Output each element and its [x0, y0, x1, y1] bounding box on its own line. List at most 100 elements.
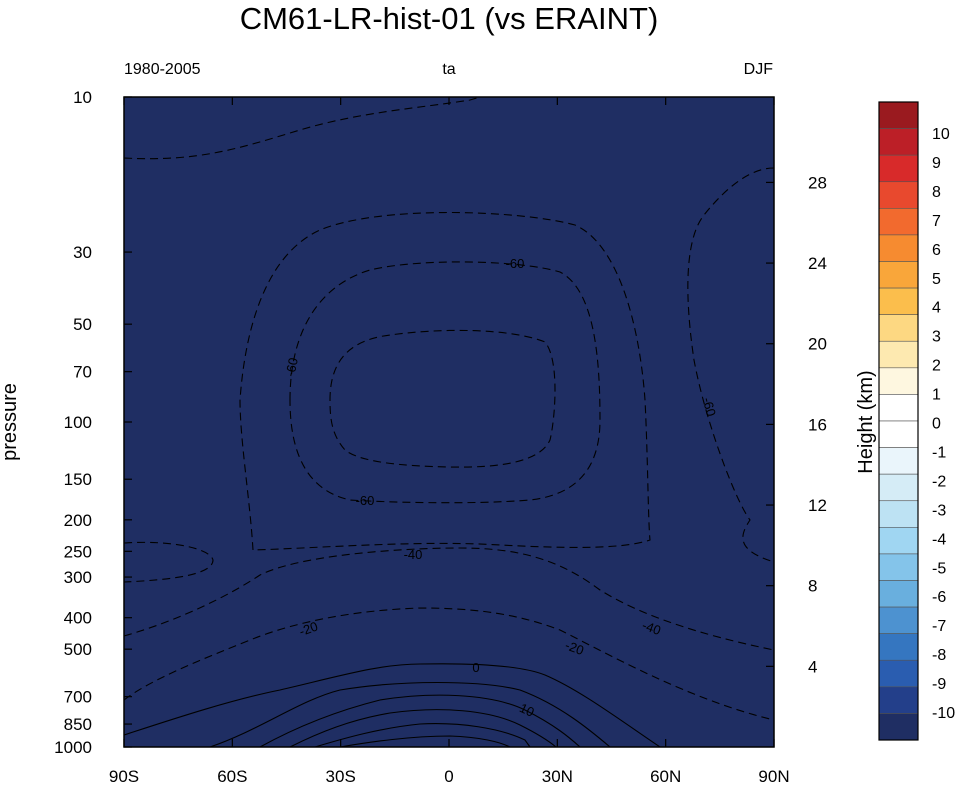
y-tick-label: 10 — [73, 88, 92, 107]
y-tick-label: 150 — [64, 470, 92, 489]
colorbar-swatch — [878, 420, 919, 448]
y-right-tick-label: 4 — [808, 657, 817, 676]
contour-label: 10 — [517, 700, 536, 720]
y-tick-label: 500 — [64, 640, 92, 659]
colorbar-swatch — [878, 101, 919, 129]
x-axis: 90S 60S 30S 0 30N 60N 90N — [109, 97, 790, 786]
contour-line-50 — [339, 735, 511, 748]
colorbar-label: 3 — [932, 329, 941, 346]
contour-label: -60 — [356, 493, 375, 508]
colorbar-swatch — [878, 287, 919, 315]
colorbar-swatch — [878, 659, 919, 688]
contour-line-minus40-south — [123, 541, 214, 583]
y-right-tick-label: 16 — [808, 415, 827, 434]
contour-line-minus60-inner — [329, 329, 556, 468]
y-tick-label: 1000 — [54, 738, 92, 757]
colorbar-label: 9 — [932, 155, 941, 172]
colorbar-swatch — [878, 527, 919, 555]
x-tick-label: 30N — [542, 767, 573, 786]
colorbar-label: 8 — [932, 184, 941, 201]
x-tick-label: 90S — [109, 767, 139, 786]
y-tick-label: 850 — [64, 715, 92, 734]
contour-line-20 — [259, 694, 581, 748]
contour-line-minus60-outer — [239, 212, 651, 551]
colorbar-swatch — [878, 553, 919, 581]
colorbar-label: 4 — [932, 300, 941, 317]
contour-label: 0 — [472, 660, 479, 675]
colorbar-swatch — [878, 367, 919, 395]
subtitle-left: 1980-2005 — [124, 61, 201, 78]
colorbar-label: -3 — [932, 502, 946, 519]
y-tick-label: 70 — [73, 363, 92, 382]
colorbar-swatch — [878, 606, 919, 634]
y-tick-label: 100 — [64, 413, 92, 432]
colorbar-label: -1 — [932, 444, 946, 461]
y-tick-label: 250 — [64, 542, 92, 561]
x-tick-label: 60N — [650, 767, 681, 786]
x-tick-label: 60S — [217, 767, 247, 786]
y-axis-right-title: Height (km) — [855, 370, 877, 473]
colorbar-frame — [878, 101, 919, 741]
colorbar-swatch — [878, 340, 919, 369]
y-right-tick-label: 28 — [808, 173, 827, 192]
contour-label: -60 — [282, 356, 301, 378]
colorbar-swatch — [878, 208, 919, 236]
colorbar-label: 2 — [932, 358, 941, 375]
subtitle-center: ta — [442, 61, 455, 78]
y-right-tick-label: 24 — [808, 254, 827, 273]
colorbar-label: -5 — [932, 560, 946, 577]
colorbar-label: 1 — [932, 387, 941, 404]
x-tick-label: 30S — [326, 767, 356, 786]
y-right-tick-label: 8 — [808, 577, 817, 596]
colorbar-swatch — [878, 234, 919, 262]
y-tick-label: 50 — [73, 315, 92, 334]
colorbar-swatch — [878, 500, 919, 528]
contour-line-minus20 — [123, 607, 775, 721]
chart-title: CM61-LR-hist-01 (vs ERAINT) — [240, 1, 659, 36]
contour-label: -40 — [404, 547, 423, 562]
contour-line-30 — [289, 709, 557, 748]
y-tick-label: 200 — [64, 511, 92, 530]
contour-label: -40 — [640, 618, 663, 639]
contour-line-minus60-right — [687, 167, 775, 563]
colorbar-swatch — [878, 447, 919, 475]
y-tick-label: 30 — [73, 243, 92, 262]
y-axis-title: pressure — [0, 383, 21, 461]
colorbar-swatch — [878, 261, 919, 289]
colorbar-label: 7 — [932, 213, 941, 230]
colorbar-swatch — [878, 633, 919, 661]
contour-label: -20 — [297, 619, 320, 640]
y-right-tick-label: 12 — [808, 496, 827, 515]
contour-line-10 — [209, 681, 611, 748]
y-axis-right: 4 8 12 16 20 24 28 — [766, 173, 827, 676]
contour-label: -60 — [700, 396, 719, 418]
plot-area — [124, 97, 774, 747]
x-tick-label: 90N — [758, 767, 789, 786]
x-tick-label: 0 — [444, 767, 453, 786]
colorbar-swatch — [878, 154, 919, 183]
colorbar-swatch — [878, 473, 919, 502]
colorbar-swatch — [878, 181, 919, 209]
contour-label: -60 — [506, 256, 525, 271]
contour-lines — [123, 96, 775, 748]
colorbar-swatch — [878, 394, 919, 422]
contour-line-minus40 — [123, 547, 775, 651]
colorbar-label: -2 — [932, 473, 946, 490]
colorbar-swatch — [878, 314, 919, 342]
colorbar-label: 10 — [932, 126, 950, 143]
colorbar-swatch — [878, 580, 919, 608]
colorbar-label: -8 — [932, 647, 946, 664]
colorbar-label: 6 — [932, 242, 941, 259]
contour-labels: -60 -60 -60 -60 -40 -40 -20 -20 0 10 — [282, 256, 719, 720]
colorbar-label: -9 — [932, 676, 946, 693]
colorbar-label: 0 — [932, 416, 941, 433]
contour-label: -20 — [563, 638, 586, 659]
subtitle-right: DJF — [744, 61, 774, 78]
y-tick-label: 700 — [64, 688, 92, 707]
contour-line-0 — [123, 663, 661, 748]
y-right-tick-label: 20 — [808, 335, 827, 354]
y-tick-label: 300 — [64, 568, 92, 587]
colorbar-label: 5 — [932, 271, 941, 288]
